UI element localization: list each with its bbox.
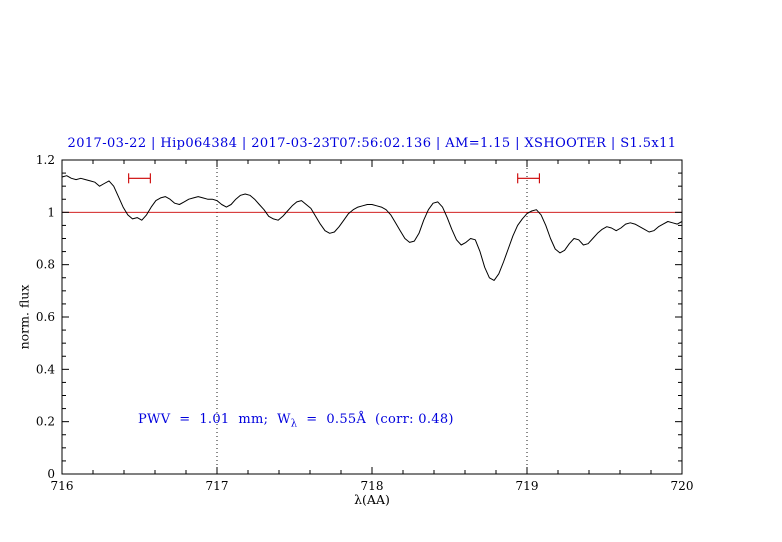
annotation-text-post: = 0.55Å (corr: 0.48)	[297, 412, 454, 427]
y-tick-label: 1.2	[36, 153, 55, 167]
x-tick-label: 717	[206, 479, 229, 493]
y-axis-label: norm. flux	[16, 284, 32, 350]
y-tick-label: 0.8	[36, 258, 55, 272]
spectrum-line	[61, 175, 683, 281]
chart-title: 2017-03-22 | Hip064384 | 2017-03-23T07:5…	[67, 136, 677, 151]
x-tick-label: 719	[516, 479, 539, 493]
y-tick-label: 0.2	[36, 415, 55, 429]
x-axis-label: λ(AA)	[354, 492, 390, 507]
x-tick-label: 718	[361, 479, 384, 493]
annotation-lambda-subscript: λ	[290, 418, 298, 430]
x-tick-label: 716	[51, 479, 74, 493]
y-tick-label: 0.4	[36, 362, 55, 376]
x-tick-label: 720	[671, 479, 694, 493]
y-tick-label: 0	[47, 467, 55, 481]
annotation-text-pre: PWV = 1.01 mm; W	[138, 412, 291, 427]
pwv-annotation: PWV = 1.01 mm; Wλ = 0.55Å (corr: 0.48)	[138, 412, 454, 430]
y-tick-label: 0.6	[36, 310, 55, 324]
y-tick-label: 1	[47, 205, 55, 219]
